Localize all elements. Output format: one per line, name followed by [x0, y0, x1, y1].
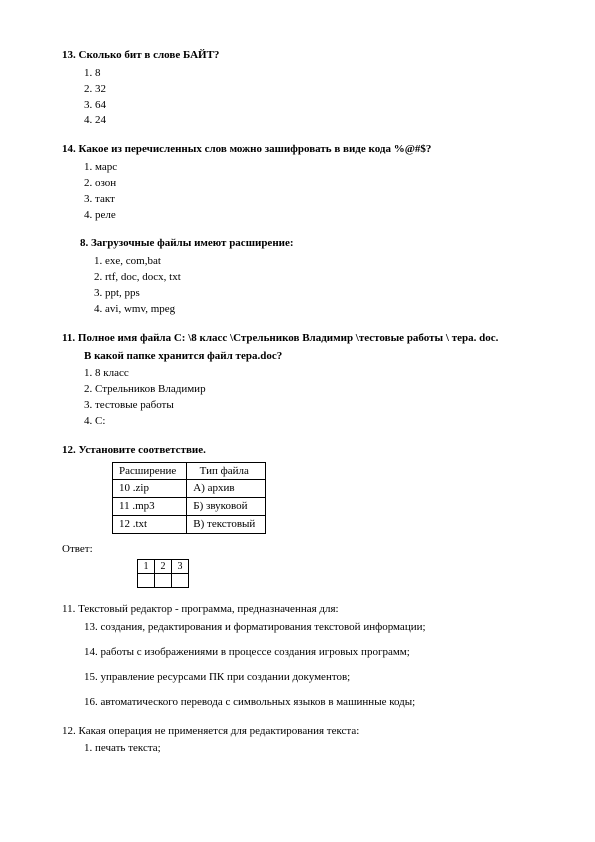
- q12b-options: 1. печать текста;: [62, 741, 540, 756]
- th-ext: Расширение: [113, 462, 187, 480]
- q13-opt-3: 3. 64: [84, 98, 540, 113]
- match-table: Расширение Тип файла 10 .zip А) архив 11…: [112, 462, 266, 534]
- table-row: 10 .zip А) архив: [113, 480, 266, 498]
- q13-options: 1. 8 2. 32 3. 64 4. 24: [62, 66, 540, 128]
- q8-title: 8. Загрузочные файлы имеют расширение:: [62, 236, 540, 251]
- cell-type-1: А) архив: [187, 480, 266, 498]
- document-page: 13. Сколько бит в слове БАЙТ? 1. 8 2. 32…: [0, 0, 595, 810]
- cell-ext-2: 11 .mp3: [113, 498, 187, 516]
- ans-cell-1: 1: [138, 559, 155, 574]
- q11a-subtitle: В какой папке хранится файл тера.doc?: [62, 349, 540, 364]
- question-14: 14. Какое из перечисленных слов можно за…: [62, 142, 540, 222]
- question-11b: 11. Текстовый редактор - программа, пред…: [62, 602, 540, 709]
- q11b-opt-4: 16. автоматического перевода с символьны…: [84, 695, 540, 710]
- cell-type-2: Б) звуковой: [187, 498, 266, 516]
- question-12b: 12. Какая операция не применяется для ре…: [62, 724, 540, 757]
- question-11a: 11. Полное имя файла С: \8 класс \Стрель…: [62, 331, 540, 429]
- q12b-title: 12. Какая операция не применяется для ре…: [62, 724, 540, 739]
- table-row: 11 .mp3 Б) звуковой: [113, 498, 266, 516]
- q13-opt-2: 2. 32: [84, 82, 540, 97]
- ans-cell-2: 2: [155, 559, 172, 574]
- cell-type-3: В) текстовый: [187, 516, 266, 534]
- ans-empty-3: [172, 574, 189, 588]
- q13-opt-4: 4. 24: [84, 113, 540, 128]
- q11b-title: 11. Текстовый редактор - программа, пред…: [62, 602, 540, 617]
- ans-cell-3: 3: [172, 559, 189, 574]
- question-13: 13. Сколько бит в слове БАЙТ? 1. 8 2. 32…: [62, 48, 540, 128]
- q11a-title: 11. Полное имя файла С: \8 класс \Стрель…: [62, 331, 540, 346]
- q14-title: 14. Какое из перечисленных слов можно за…: [62, 142, 540, 157]
- q14-opt-4: 4. реле: [84, 208, 540, 223]
- answer-label: Ответ:: [62, 543, 93, 555]
- answer-block: Ответ: 1 2 3: [62, 542, 540, 588]
- q11b-options: 13. создания, редактирования и форматиро…: [62, 620, 540, 709]
- q8-opt-4: 4. avi, wmv, mpeg: [94, 302, 540, 317]
- q13-title: 13. Сколько бит в слове БАЙТ?: [62, 48, 540, 63]
- q8-options: 1. exe, com,bat 2. rtf, doc, docx, txt 3…: [62, 254, 540, 316]
- q13-opt-1: 1. 8: [84, 66, 540, 81]
- q11b-opt-3: 15. управление ресурсами ПК при создании…: [84, 670, 540, 685]
- th-type: Тип файла: [187, 462, 266, 480]
- q14-options: 1. марс 2. озон 3. такт 4. реле: [62, 160, 540, 222]
- question-8: 8. Загрузочные файлы имеют расширение: 1…: [62, 236, 540, 316]
- cell-ext-3: 12 .txt: [113, 516, 187, 534]
- ans-empty-1: [138, 574, 155, 588]
- q12a-title: 12. Установите соответствие.: [62, 443, 540, 458]
- q11a-opt-1: 1. 8 класс: [84, 366, 540, 381]
- q11a-opt-2: 2. Стрельников Владимир: [84, 382, 540, 397]
- q11a-opt-4: 4. С:: [84, 414, 540, 429]
- q8-opt-1: 1. exe, com,bat: [94, 254, 540, 269]
- q11a-options: 1. 8 класс 2. Стрельников Владимир 3. те…: [62, 366, 540, 428]
- q14-opt-1: 1. марс: [84, 160, 540, 175]
- q11b-opt-2: 14. работы с изображениями в процессе со…: [84, 645, 540, 660]
- q8-opt-3: 3. ppt, pps: [94, 286, 540, 301]
- cell-ext-1: 10 .zip: [113, 480, 187, 498]
- table-head-row: Расширение Тип файла: [113, 462, 266, 480]
- q11a-opt-3: 3. тестовые работы: [84, 398, 540, 413]
- answer-grid: 1 2 3: [137, 559, 189, 589]
- ans-empty-2: [155, 574, 172, 588]
- q14-opt-3: 3. такт: [84, 192, 540, 207]
- q12b-opt-1: 1. печать текста;: [84, 741, 540, 756]
- table-row: 12 .txt В) текстовый: [113, 516, 266, 534]
- question-12a: 12. Установите соответствие. Расширение …: [62, 443, 540, 589]
- q8-opt-2: 2. rtf, doc, docx, txt: [94, 270, 540, 285]
- q14-opt-2: 2. озон: [84, 176, 540, 191]
- q11b-opt-1: 13. создания, редактирования и форматиро…: [84, 620, 540, 635]
